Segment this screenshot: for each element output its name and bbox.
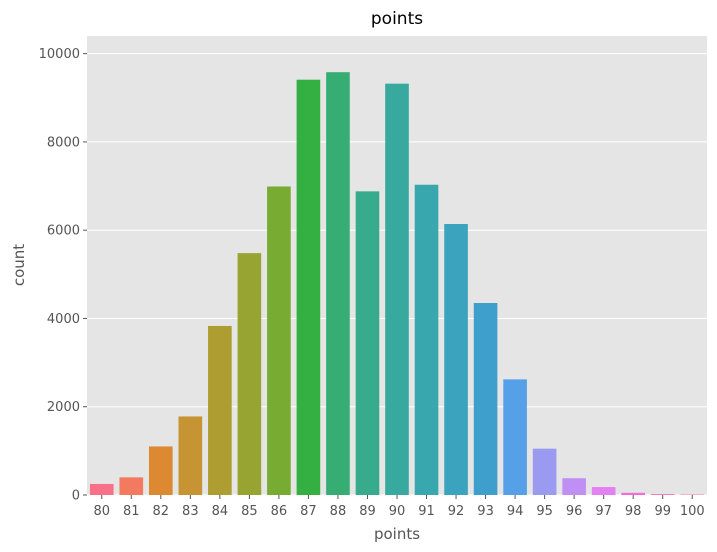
x-tick-label: 99 [654,504,671,519]
x-axis: 80 81 82 83 84 85 86 87 88 89 90 91 92 93 94 95 96 97 98 99… [93,495,705,519]
bar-84 [208,325,232,495]
bar-83 [178,416,203,495]
bar-87 [296,79,321,495]
x-tick-label: 90 [389,504,406,519]
x-tick-label: 97 [595,504,612,519]
y-tick-label: 2000 [47,400,80,415]
x-tick-label: 93 [477,504,494,519]
x-tick-label: 84 [212,504,229,519]
bar-80 [89,483,114,495]
bar-92 [444,224,468,495]
y-tick-label: 8000 [47,135,80,150]
bar-85 [237,253,262,495]
bar-81 [119,477,144,495]
x-tick-label: 87 [300,504,317,519]
x-tick-label: 94 [507,504,524,519]
bar-91 [414,184,439,496]
bar-97 [591,487,616,495]
x-tick-label: 96 [566,504,583,519]
bar-98 [621,492,645,495]
x-tick-label: 82 [153,504,170,519]
y-axis: 0 2000 4000 6000 8000 10000 [39,47,87,504]
y-axis-label: count [10,244,28,286]
x-tick-label: 95 [536,504,553,519]
x-tick-label: 83 [182,504,199,519]
x-tick-label: 91 [418,504,435,519]
bar-82 [149,446,173,495]
bar-86 [267,186,291,496]
x-tick-label: 86 [271,504,288,519]
x-tick-label: 100 [680,504,705,519]
x-tick-label: 85 [241,504,258,519]
x-tick-label: 81 [123,504,140,519]
bars [89,72,705,496]
y-tick-label: 0 [72,489,80,504]
x-tick-label: 92 [448,504,465,519]
bar-96 [562,478,586,495]
bar-90 [385,83,409,496]
bar-89 [355,191,380,495]
bar-94 [503,379,527,495]
bar-88 [326,72,350,496]
chart-title: points [371,9,423,29]
bar-95 [532,448,557,495]
y-tick-label: 10000 [39,47,80,62]
x-tick-label: 80 [93,504,110,519]
x-tick-label: 88 [330,504,347,519]
bar-93 [473,303,498,495]
x-tick-label: 89 [359,504,376,519]
x-axis-label: points [374,525,420,543]
x-tick-label: 98 [625,504,642,519]
bar-99 [650,494,675,495]
y-tick-label: 4000 [47,312,80,327]
y-tick-label: 6000 [47,224,80,239]
